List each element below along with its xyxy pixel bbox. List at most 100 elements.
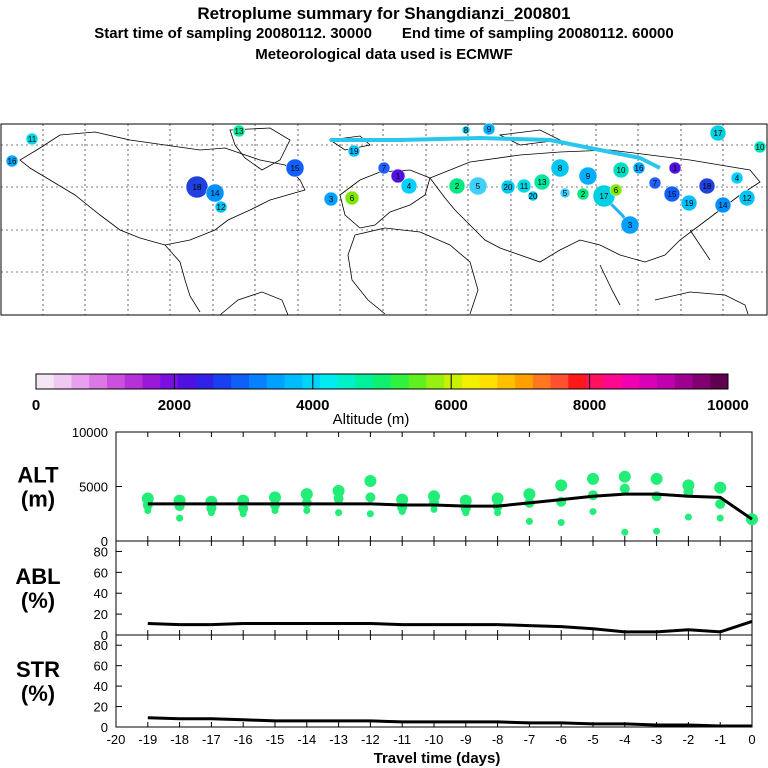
plume-marker: 1 (390, 168, 406, 184)
colorbar-tick-label: 2000 (158, 397, 191, 414)
plume-marker-label: 11 (520, 182, 529, 191)
altitude-point (557, 518, 565, 526)
plume-marker: 19 (680, 194, 698, 212)
colorbar-label: Altitude (m) (333, 411, 410, 428)
altitude-point (491, 492, 504, 505)
altitude-point (430, 505, 438, 513)
plume-marker-circle (377, 161, 391, 175)
colorbar-cell (390, 374, 410, 389)
plume-marker-label: 20 (504, 183, 513, 192)
plume-marker-circle (347, 144, 361, 158)
y-tick-label: 10000 (72, 425, 108, 440)
plume-marker-label: 5 (476, 182, 481, 191)
plume-marker-circle (400, 177, 418, 195)
x-tick-label: -12 (361, 732, 380, 747)
altitude-point (715, 498, 726, 509)
plume-marker: 6 (344, 190, 360, 206)
panel-y-label: ALT (17, 463, 59, 488)
colorbar-cell (568, 374, 587, 389)
plume-marker-label: 18 (703, 182, 712, 191)
plume-marker-label: 7 (653, 179, 658, 188)
plume-marker: 10 (612, 161, 630, 179)
colorbar-cell (497, 374, 516, 389)
plume-marker-circle (468, 176, 488, 196)
colorbar-cells (36, 374, 729, 389)
plume-marker-circle (5, 154, 19, 168)
plume-marker-label: 14 (211, 189, 220, 198)
altitude-point (366, 510, 374, 518)
altitude-point (459, 494, 472, 507)
altitude-point (714, 481, 727, 494)
colorbar-cell (692, 374, 711, 389)
plume-marker-circle (576, 187, 590, 201)
x-tick-label: -20 (107, 732, 126, 747)
plume-marker-circle (663, 185, 681, 203)
plume-marker: 3 (323, 191, 339, 207)
plume-marker: 19 (347, 144, 361, 158)
panel-frame (115, 431, 753, 542)
plume-marker-circle (680, 194, 698, 212)
plume-marker-circle (648, 176, 662, 190)
colorbar-cell (461, 374, 481, 389)
colorbar-cell (621, 374, 640, 389)
plume-marker: 20 (527, 190, 539, 202)
panel-frame (115, 634, 753, 728)
plume-marker: 7 (648, 176, 662, 190)
plume-marker-label: 14 (719, 201, 728, 210)
altitude-point (523, 488, 536, 501)
plume-marker: 20 (500, 179, 516, 195)
x-tick-label: -10 (425, 732, 444, 747)
altitude-point (619, 483, 630, 494)
altitude-point (462, 509, 470, 517)
x-tick-label: -9 (460, 732, 472, 747)
plume-marker-circle (709, 124, 727, 142)
colorbar-cell (248, 374, 268, 389)
plume-marker-circle (232, 124, 246, 138)
altitude-point (207, 509, 215, 517)
plume-marker-circle (527, 190, 539, 202)
plume-marker: 16 (632, 161, 646, 175)
colorbar-cell (408, 374, 427, 389)
plume-marker-label: 8 (464, 126, 469, 135)
plume-marker: 8 (461, 125, 471, 135)
colorbar-cell (36, 374, 55, 389)
figure-title: Retroplume summary for Shangdianzi_20080… (197, 4, 571, 23)
altitude-point (269, 491, 281, 504)
plume-marker-circle (344, 190, 360, 206)
plume-marker-label: 15 (668, 190, 677, 199)
altitude-point (494, 509, 502, 517)
colorbar-cell (710, 374, 729, 389)
plume-marker-circle (578, 166, 598, 186)
plume-marker-label: 15 (291, 164, 300, 173)
plume-marker-label: 13 (235, 127, 244, 136)
y-tick-label: 60 (94, 659, 108, 674)
y-tick-label: 80 (94, 544, 108, 559)
panel-y-label: (%) (21, 588, 55, 613)
colorbar-cell (284, 374, 303, 389)
plume-marker: 13 (533, 173, 551, 191)
colorbar-cell (160, 374, 179, 389)
plume-marker-circle (533, 173, 551, 191)
panel-y-label: STR (16, 657, 60, 682)
plume-marker-circle (500, 179, 516, 195)
y-tick-label: 5000 (79, 480, 108, 495)
plume-marker: 13 (232, 124, 246, 138)
plume-marker-circle (461, 125, 471, 135)
plume-marker: 14 (714, 196, 732, 214)
x-tick-label: -6 (555, 732, 567, 747)
altitude-point (176, 514, 184, 522)
plume-marker-label: 13 (538, 178, 547, 187)
y-tick-label: 0 (101, 628, 108, 643)
x-tick-label: -8 (492, 732, 504, 747)
altitude-point (398, 508, 406, 516)
colorbar-tick-label: 6000 (435, 397, 468, 414)
plume-marker-label: 7 (382, 164, 387, 173)
x-tick-label: -3 (651, 732, 663, 747)
plume-marker-circle (753, 140, 767, 154)
plume-marker-circle (550, 158, 570, 178)
plume-marker-label: 16 (635, 164, 644, 173)
plume-marker: 18 (698, 177, 716, 195)
colorbar-cell (674, 374, 694, 389)
